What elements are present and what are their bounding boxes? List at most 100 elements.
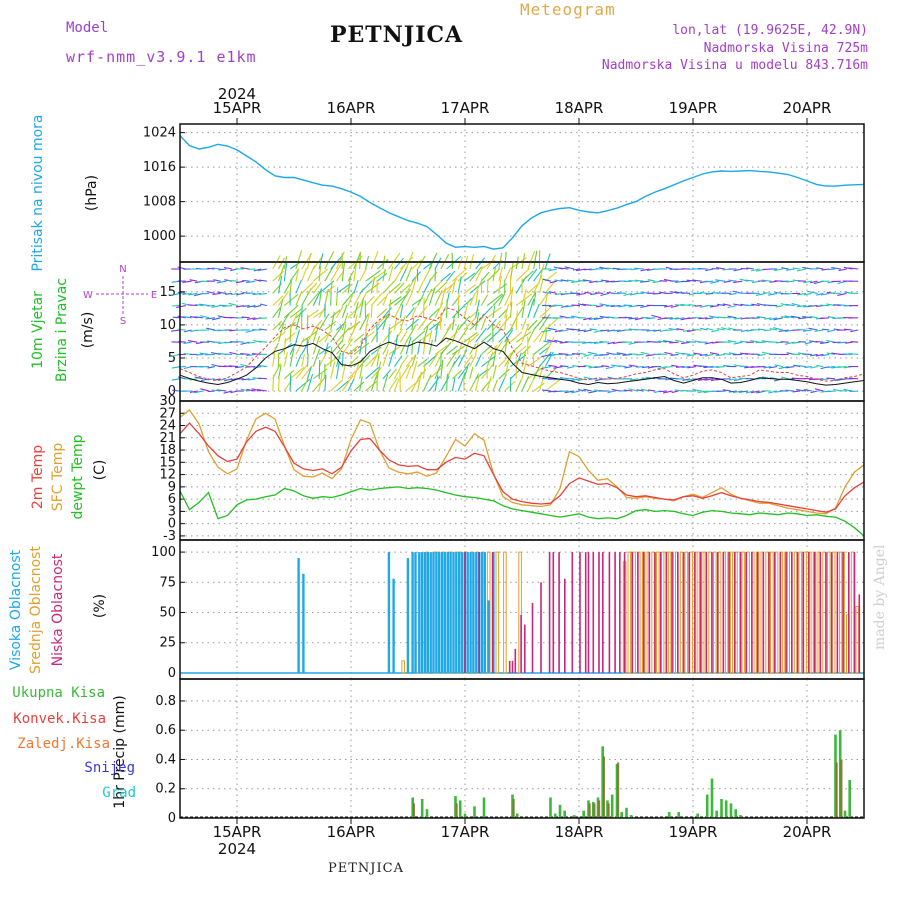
wind-barb bbox=[370, 292, 383, 306]
wind-barb bbox=[330, 379, 344, 392]
low-cloud-bar bbox=[524, 624, 526, 673]
panel-cloud: 0 25 50 75 100 bbox=[151, 539, 865, 681]
wind-barb bbox=[336, 343, 346, 355]
wind-barb bbox=[729, 292, 737, 296]
high-cloud-bar bbox=[414, 552, 417, 673]
wind-barb bbox=[820, 341, 830, 345]
wind-barb bbox=[711, 267, 720, 270]
wind-barb bbox=[393, 317, 398, 331]
wind-barb bbox=[814, 388, 824, 392]
model-elevation-label: Nadmorska Visina u modelu 843.716m bbox=[601, 58, 868, 73]
wind-barb bbox=[804, 366, 812, 368]
wind-barb bbox=[640, 351, 650, 355]
wind-barb bbox=[780, 341, 789, 343]
wind-barb bbox=[599, 315, 609, 319]
wind-barb bbox=[722, 303, 731, 307]
wind-barb bbox=[716, 266, 725, 270]
wind-barb bbox=[504, 314, 508, 331]
wind-barb bbox=[705, 353, 714, 357]
wind-barb bbox=[538, 278, 544, 294]
wind-barb bbox=[768, 390, 778, 394]
low-cloud-bar bbox=[677, 552, 679, 673]
wind-barb bbox=[837, 292, 847, 296]
wind-barb bbox=[289, 279, 293, 294]
wind-barb bbox=[457, 327, 469, 343]
wind-barb bbox=[452, 369, 463, 380]
wind-barb bbox=[681, 280, 691, 283]
wind-barb bbox=[341, 283, 353, 294]
wind-barb bbox=[670, 290, 679, 294]
wind-barb bbox=[318, 290, 322, 306]
wind-barb bbox=[607, 390, 615, 394]
total-precip-bar bbox=[629, 815, 633, 818]
y-tick-label: 0.6 bbox=[155, 723, 176, 738]
wind-barb bbox=[692, 389, 702, 392]
compass-w: W bbox=[83, 290, 93, 301]
wind-barb bbox=[813, 378, 824, 381]
wind-barb bbox=[544, 292, 549, 306]
low-cloud-bar bbox=[520, 614, 522, 673]
wind-barb bbox=[463, 332, 478, 343]
wind-barb bbox=[815, 353, 824, 357]
high-cloud-label: Visoka Oblacnost bbox=[8, 549, 24, 670]
wind-barb bbox=[463, 338, 471, 355]
wind-barb bbox=[481, 332, 492, 343]
wind-barb bbox=[515, 352, 522, 367]
wind-barb bbox=[258, 340, 267, 343]
conv-precip-bar bbox=[607, 803, 610, 818]
model-value: wrf-nmm_v3.9.1 e1km bbox=[66, 48, 257, 66]
wind-barb bbox=[318, 359, 321, 379]
wind-barb bbox=[370, 276, 376, 294]
high-cloud-bar bbox=[440, 552, 444, 673]
wind-barb bbox=[217, 291, 227, 294]
wind-barb bbox=[370, 366, 382, 380]
wind-barb bbox=[187, 340, 198, 343]
wind-barb bbox=[674, 304, 685, 307]
wind-barb bbox=[457, 362, 471, 380]
temp-sfc-line bbox=[179, 409, 865, 515]
wind-barb bbox=[733, 341, 743, 345]
wind-barb bbox=[521, 351, 527, 367]
wind-barb bbox=[228, 302, 239, 307]
wind-barb bbox=[405, 307, 415, 319]
low-cloud-bar bbox=[705, 552, 708, 673]
wind-barb bbox=[452, 267, 468, 282]
wind-barb bbox=[544, 304, 547, 318]
wind-barb bbox=[521, 270, 534, 282]
low-cloud-bar bbox=[688, 552, 690, 673]
wind-barb bbox=[259, 328, 267, 331]
high-cloud-bar bbox=[443, 552, 447, 673]
wind-barb bbox=[831, 280, 841, 283]
wind-barb bbox=[838, 268, 847, 272]
wind-barb bbox=[451, 279, 456, 294]
wind-barb bbox=[457, 256, 463, 270]
pressure-ylabel: Pritisak na nivou mora bbox=[30, 114, 46, 271]
panel-pressure: 1000 1008 1016 1024 bbox=[143, 123, 865, 263]
model-label: Model bbox=[66, 20, 109, 36]
wind-barb bbox=[611, 280, 621, 283]
wind-barb bbox=[194, 376, 204, 380]
wind-barb bbox=[324, 374, 327, 392]
wind-barb bbox=[235, 280, 244, 284]
wind-barb bbox=[704, 341, 714, 345]
wind-barb bbox=[301, 267, 308, 282]
low-cloud-bar bbox=[682, 552, 685, 673]
total-precip-bar bbox=[705, 794, 709, 818]
wind-barb bbox=[182, 316, 192, 319]
y-tick-label: 15 bbox=[159, 285, 176, 300]
y-tick-label: 24 bbox=[159, 419, 176, 434]
meteogram-panels: 1000100810161024051015-30369121518212427… bbox=[8, 85, 865, 858]
wind-barb bbox=[172, 316, 181, 319]
low-cloud-bar bbox=[642, 552, 645, 673]
low-cloud-bar bbox=[608, 552, 611, 673]
wind-barb bbox=[199, 303, 210, 307]
wind-barb bbox=[572, 268, 581, 271]
wind-barb bbox=[826, 303, 836, 307]
wind-barb bbox=[674, 317, 685, 320]
wind-barb bbox=[745, 304, 754, 307]
wind-barb bbox=[804, 292, 812, 296]
total-precip-bar bbox=[606, 800, 609, 818]
wind-barb bbox=[382, 341, 390, 355]
temp-unit: (C) bbox=[92, 460, 108, 481]
total-precip-bar bbox=[625, 807, 628, 818]
